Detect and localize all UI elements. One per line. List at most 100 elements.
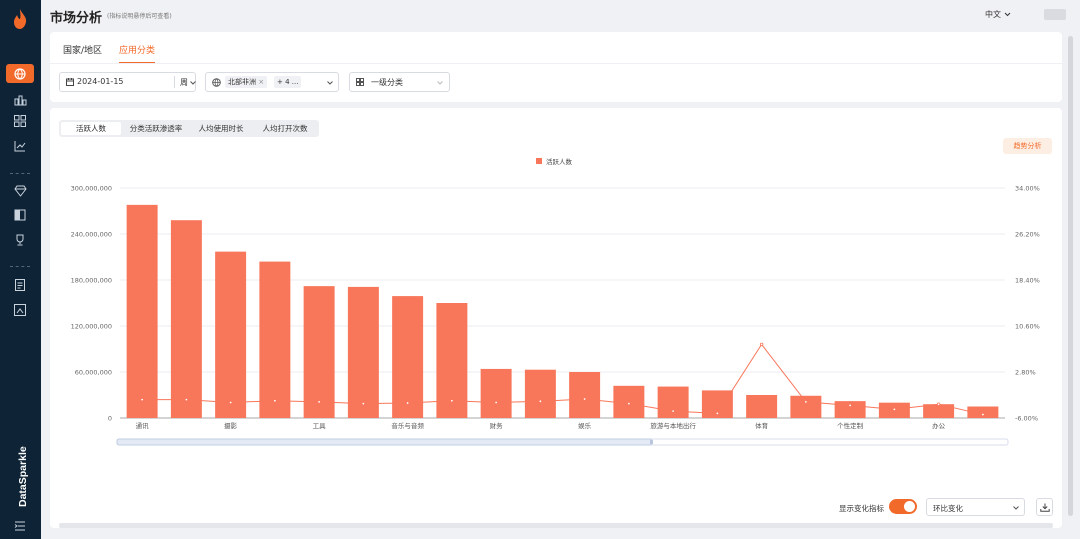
- line-point: [582, 397, 587, 401]
- line-point: [184, 397, 189, 402]
- date-value: 2024-01-15: [77, 77, 124, 86]
- line-point: [848, 403, 852, 408]
- tab-app-category[interactable]: 应用分类: [119, 46, 156, 56]
- download-icon: [1040, 503, 1050, 512]
- line-point: [538, 399, 543, 404]
- bar-chart: 0 -6.00% 60,000,000 2.80% 120,000,000 10.60% 1…: [71, 157, 1040, 446]
- category-value: 一级分类: [371, 78, 403, 87]
- filter-panel: 国家/地区 应用分类 2024-01-15 周 北部非洲 × + 4 ... 一…: [50, 32, 1062, 102]
- tab-active-users[interactable]: 活跃人数: [61, 122, 121, 135]
- y2-tick-label: -6.00%: [1015, 415, 1038, 423]
- bar: [215, 251, 247, 418]
- menu-collapse-icon[interactable]: [10, 516, 30, 536]
- sidebar: DataSparkle: [0, 0, 41, 539]
- avatar[interactable]: [1044, 9, 1066, 20]
- table-scroll-strip[interactable]: [59, 523, 1053, 528]
- tab-country-region[interactable]: 国家/地区: [63, 46, 103, 56]
- report-icon[interactable]: [10, 275, 30, 295]
- x-tick-label: 体育: [755, 421, 769, 430]
- bar: [392, 296, 424, 418]
- region-tag-label: 北部非洲: [228, 78, 256, 86]
- top-bar: 市场分析 (指标说明悬停后可查看) 中文: [41, 0, 1080, 30]
- page-title: 市场分析: [50, 11, 103, 26]
- line-point: [892, 407, 897, 412]
- app-ranking-icon[interactable]: [10, 90, 30, 110]
- legend-swatch: [536, 158, 542, 164]
- line-point: [273, 399, 277, 403]
- line-point: [317, 400, 321, 404]
- x-tick-label: 通讯: [136, 421, 150, 430]
- market-icon[interactable]: [10, 300, 30, 320]
- comparison-select[interactable]: 环比变化: [926, 498, 1025, 516]
- y-tick-label: 300,000,000: [71, 185, 112, 193]
- chevron-down-icon: [1004, 12, 1010, 17]
- period-value: 周: [180, 78, 188, 87]
- x-tick-label: 财务: [490, 421, 504, 430]
- svg-text:DataSparkle: DataSparkle: [17, 446, 29, 507]
- line-point: [361, 401, 366, 406]
- toggle-label: 显示变化指标: [839, 504, 884, 513]
- bar: [967, 406, 999, 418]
- line-point: [450, 399, 454, 403]
- diamond-icon[interactable]: [10, 181, 30, 201]
- chevron-down-icon: [1013, 506, 1019, 510]
- bar: [746, 395, 778, 418]
- tab-open-count[interactable]: 人均打开次数: [262, 124, 308, 133]
- line-point: [228, 400, 233, 405]
- y-tick-label: 0: [108, 415, 112, 423]
- page-scrollbar[interactable]: [1068, 36, 1073, 516]
- chart-icon[interactable]: [10, 136, 30, 156]
- bar: [569, 372, 601, 418]
- line-point: [671, 409, 675, 413]
- category-select[interactable]: 一级分类: [349, 72, 450, 92]
- y2-tick-label: 18.40%: [1015, 277, 1040, 285]
- y2-tick-label: 26.20%: [1015, 231, 1040, 239]
- calendar-icon: [66, 78, 74, 86]
- region-tag[interactable]: 北部非洲 ×: [225, 76, 268, 88]
- zoom-slider-window: [116, 438, 653, 446]
- chevron-down-icon: [190, 81, 196, 85]
- flame-logo-icon[interactable]: [10, 9, 30, 29]
- line-point: [759, 342, 764, 347]
- tab-usage-duration[interactable]: 人均使用时长: [198, 124, 244, 133]
- y-tick-label: 240,000,000: [71, 231, 112, 239]
- bar: [480, 368, 512, 418]
- grid-icon: [356, 78, 364, 86]
- bar: [834, 401, 866, 418]
- line-point: [981, 412, 985, 417]
- tab-penetration-rate[interactable]: 分类活跃渗透率: [129, 124, 183, 133]
- sidebar-item-market[interactable]: [6, 64, 34, 83]
- toggle-knob: [904, 501, 915, 512]
- bar: [347, 286, 379, 418]
- remove-tag-icon[interactable]: ×: [258, 78, 265, 86]
- book-icon[interactable]: [10, 205, 30, 225]
- chevron-down-icon: [437, 81, 443, 85]
- x-tick-label: 工具: [313, 422, 327, 430]
- trend-analysis-button[interactable]: 趋势分析: [1003, 138, 1052, 154]
- region-multiselect[interactable]: 北部非洲 × + 4 ...: [205, 72, 339, 92]
- y2-tick-label: 10.60%: [1015, 323, 1040, 331]
- globe-icon: [212, 78, 221, 87]
- x-tick-label: 旅游与本地出行: [650, 421, 696, 430]
- download-button[interactable]: [1036, 498, 1053, 516]
- x-tick-label: 音乐与音频: [391, 421, 424, 430]
- bar: [259, 261, 291, 418]
- comparison-value: 环比变化: [933, 504, 963, 513]
- grid-icon[interactable]: [10, 111, 30, 131]
- bar: [303, 286, 335, 418]
- divider: [50, 63, 1062, 64]
- globe-icon: [14, 68, 26, 80]
- bar: [524, 369, 556, 418]
- y-tick-label: 120,000,000: [71, 323, 112, 331]
- region-more-tag[interactable]: + 4 ...: [274, 76, 302, 88]
- bar: [170, 220, 202, 418]
- trophy-icon[interactable]: [10, 230, 30, 250]
- line-point: [140, 397, 144, 402]
- line-point: [405, 401, 410, 405]
- zoom-slider-handle: [650, 440, 653, 444]
- change-indicator-toggle[interactable]: [889, 499, 917, 514]
- x-tick-label: 摄影: [224, 421, 238, 430]
- language-selector[interactable]: 中文: [985, 9, 1011, 20]
- date-picker[interactable]: 2024-01-15 周: [59, 72, 196, 92]
- datasparkle-logo: DataSparkle: [17, 446, 29, 507]
